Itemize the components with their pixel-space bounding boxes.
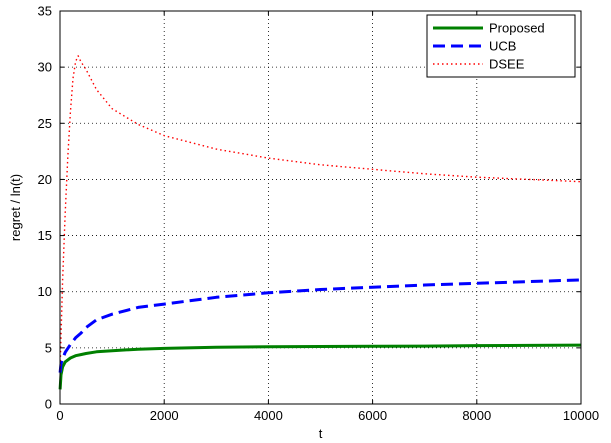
axis-ticks: 0 2000 4000 6000 8000 10000 0 5 10 15 20 25 30 35 <box>38 4 600 424</box>
x-tick-label: 8000 <box>462 408 491 423</box>
series-layer <box>58 55 582 390</box>
y-tick-label: 30 <box>38 60 52 75</box>
x-axis-label: t <box>319 426 323 441</box>
y-tick-label: 15 <box>38 228 52 243</box>
x-tick-label: 10000 <box>563 408 599 423</box>
x-tick-label: 0 <box>56 408 63 423</box>
y-tick-label: 5 <box>45 340 52 355</box>
x-tick-label: 4000 <box>254 408 283 423</box>
x-tick-label: 6000 <box>358 408 387 423</box>
series-line-ucb <box>58 278 582 373</box>
y-tick-label: 20 <box>38 172 52 187</box>
series-line-dsee <box>59 55 582 371</box>
legend-label-ucb: UCB <box>489 39 516 54</box>
y-tick-label: 10 <box>38 284 52 299</box>
x-tick-label: 2000 <box>150 408 179 423</box>
series-line-proposed <box>58 343 582 390</box>
y-tick-label: 35 <box>38 4 52 19</box>
plot-frame <box>59 10 582 405</box>
y-axis-label: regret / ln(t) <box>8 174 23 241</box>
y-tick-label: 0 <box>45 397 52 412</box>
legend: Proposed UCB DSEE <box>426 14 576 78</box>
y-tick-label: 25 <box>38 116 52 131</box>
legend-label-dsee: DSEE <box>489 57 525 72</box>
legend-label-proposed: Proposed <box>489 21 545 36</box>
